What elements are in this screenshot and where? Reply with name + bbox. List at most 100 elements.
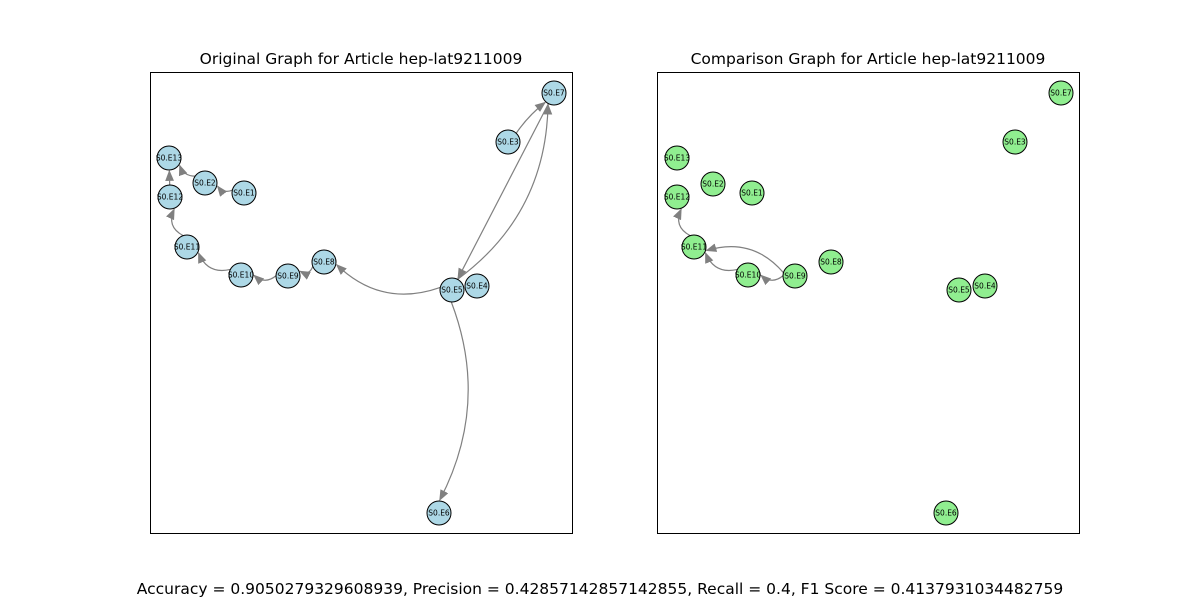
original-node-label: S0.E2: [194, 179, 216, 188]
original-node-circle: [426, 500, 452, 526]
original-node-circle: [228, 262, 254, 288]
original-node-label: S0.E3: [497, 138, 519, 147]
original-node-label: S0.E11: [174, 243, 200, 252]
original-node-S0.E7: S0.E7: [541, 80, 567, 106]
original-node-label: S0.E4: [466, 282, 488, 291]
comparison-node-circle: [818, 249, 844, 275]
original-node-label: S0.E5: [441, 286, 463, 295]
comparison-node-circle: [1002, 129, 1028, 155]
original-node-circle: [275, 263, 301, 289]
comparison-edge-S0.E9-to-S0.E10: [760, 274, 784, 286]
original-edge-S0.E2-to-S0.E13: [178, 164, 196, 177]
original-graph-title: Original Graph for Article hep-lat921100…: [200, 50, 523, 68]
comparison-graph-title: Comparison Graph for Article hep-lat9211…: [691, 50, 1046, 68]
comparison-node-S0.E12: S0.E12: [664, 184, 690, 210]
comparison-node-label: S0.E5: [948, 286, 970, 295]
original-edge-S0.E11-to-S0.E12: [166, 208, 184, 237]
original-node-circle: [464, 273, 490, 299]
original-node-label: S0.E10: [228, 271, 254, 280]
comparison-node-circle: [782, 263, 808, 289]
comparison-node-S0.E9: S0.E9: [782, 263, 808, 289]
original-node-S0.E12: S0.E12: [157, 184, 183, 210]
comparison-graph-panel: Comparison Graph for Article hep-lat9211…: [657, 50, 1080, 534]
original-node-label: S0.E1: [233, 189, 255, 198]
original-node-circle: [192, 170, 218, 196]
original-node-label: S0.E7: [543, 89, 565, 98]
original-node-label: S0.E9: [277, 272, 299, 281]
comparison-node-S0.E11: S0.E11: [681, 234, 707, 260]
original-node-S0.E2: S0.E2: [192, 170, 218, 196]
comparison-node-label: S0.E13: [664, 154, 690, 163]
original-node-label: S0.E8: [313, 258, 335, 267]
comparison-edge-S0.E9-to-S0.E11: [705, 243, 784, 274]
original-edge-S0.E1-to-S0.E2: [216, 185, 233, 197]
comparison-node-S0.E10: S0.E10: [735, 262, 761, 288]
comparison-node-S0.E2: S0.E2: [700, 171, 726, 197]
comparison-node-S0.E3: S0.E3: [1002, 129, 1028, 155]
comparison-node-S0.E8: S0.E8: [818, 249, 844, 275]
original-node-circle: [439, 277, 465, 303]
comparison-node-circle: [735, 262, 761, 288]
original-node-S0.E3: S0.E3: [495, 129, 521, 155]
comparison-node-label: S0.E1: [741, 189, 763, 198]
original-node-label: S0.E12: [157, 193, 183, 202]
comparison-node-label: S0.E12: [664, 193, 690, 202]
comparison-node-S0.E6: S0.E6: [933, 500, 959, 526]
comparison-node-label: S0.E7: [1050, 89, 1072, 98]
comparison-node-S0.E7: S0.E7: [1048, 80, 1074, 106]
comparison-node-S0.E13: S0.E13: [664, 145, 690, 171]
metrics-summary: Accuracy = 0.9050279329608939, Precision…: [137, 580, 1063, 598]
comparison-node-label: S0.E6: [935, 509, 957, 518]
comparison-node-label: S0.E9: [784, 272, 806, 281]
original-node-circle: [541, 80, 567, 106]
original-node-circle: [231, 180, 257, 206]
comparison-node-circle: [739, 180, 765, 206]
comparison-graph-frame: [657, 72, 1080, 534]
original-edge-S0.E3-to-S0.E7: [515, 101, 546, 134]
comparison-node-label: S0.E4: [974, 282, 996, 291]
original-node-S0.E11: S0.E11: [174, 234, 200, 260]
comparison-node-circle: [933, 500, 959, 526]
comparison-node-circle: [1048, 80, 1074, 106]
original-graph-panel: Original Graph for Article hep-lat921100…: [150, 50, 573, 534]
original-edge-S0.E10-to-S0.E11: [197, 251, 231, 272]
original-graph-frame: [150, 72, 573, 534]
original-graph-edges: [165, 101, 553, 501]
comparison-node-label: S0.E3: [1004, 138, 1026, 147]
original-edge-S0.E5-to-S0.E6: [439, 301, 469, 501]
original-node-label: S0.E6: [428, 509, 450, 518]
comparison-graph-nodes: S0.E1 S0.E2 S0.E3 S0.E4 S0.E5 S0.E6 S0.E7 S0.E8…: [664, 80, 1074, 526]
original-node-S0.E9: S0.E9: [275, 263, 301, 289]
original-node-S0.E6: S0.E6: [426, 500, 452, 526]
comparison-node-S0.E5: S0.E5: [946, 277, 972, 303]
comparison-node-label: S0.E11: [681, 243, 707, 252]
original-node-circle: [311, 249, 337, 275]
comparison-node-circle: [681, 234, 707, 260]
comparison-node-circle: [664, 184, 690, 210]
comparison-node-circle: [972, 273, 998, 299]
original-node-S0.E8: S0.E8: [311, 249, 337, 275]
comparison-node-circle: [946, 277, 972, 303]
comparison-node-S0.E4: S0.E4: [972, 273, 998, 299]
original-node-S0.E13: S0.E13: [156, 145, 182, 171]
original-edge-S0.E5-to-S0.E8: [335, 264, 441, 295]
original-node-S0.E4: S0.E4: [464, 273, 490, 299]
original-node-circle: [174, 234, 200, 260]
original-node-circle: [495, 129, 521, 155]
original-edge-S0.E5-to-S0.E7: [457, 103, 553, 280]
original-edge-S0.E8-to-S0.E9: [299, 266, 314, 280]
original-node-S0.E10: S0.E10: [228, 262, 254, 288]
original-node-label: S0.E13: [156, 154, 182, 163]
original-node-S0.E5: S0.E5: [439, 277, 465, 303]
comparison-edge-S0.E11-to-S0.E12: [673, 208, 691, 237]
original-edge-S0.E7-to-S0.E5: [457, 103, 550, 280]
comparison-graph-edges: [673, 208, 784, 286]
comparison-node-label: S0.E8: [820, 258, 842, 267]
comparison-node-S0.E1: S0.E1: [739, 180, 765, 206]
original-edge-S0.E9-to-S0.E10: [253, 274, 277, 286]
comparison-edge-S0.E10-to-S0.E11: [704, 251, 738, 272]
comparison-node-label: S0.E2: [702, 180, 724, 189]
original-node-circle: [157, 184, 183, 210]
